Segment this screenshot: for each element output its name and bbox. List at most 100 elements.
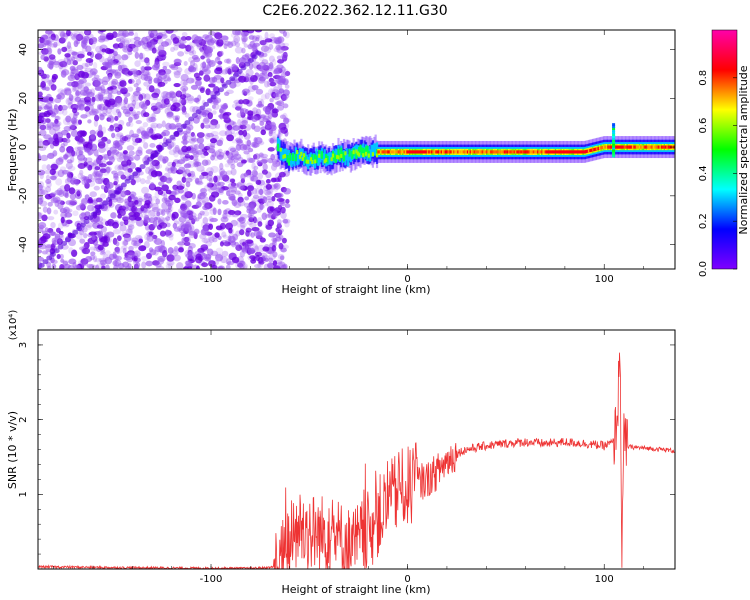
heatmap-cell <box>237 199 246 207</box>
heatmap-cell <box>475 150 478 154</box>
heatmap-cell <box>172 222 178 229</box>
heatmap-cell <box>241 37 248 42</box>
heatmap-cell <box>139 52 146 59</box>
heatmap-cell <box>272 158 278 165</box>
heatmap-cell <box>222 234 228 239</box>
heatmap-cell <box>248 214 255 220</box>
heatmap-cell <box>336 154 339 159</box>
heatmap-cell <box>68 124 75 130</box>
heatmap-cell <box>106 231 115 238</box>
heatmap-cell <box>251 256 256 262</box>
heatmap-cell <box>170 46 175 53</box>
heatmap-cell <box>65 200 73 205</box>
heatmap-cell <box>392 150 395 154</box>
heatmap-cell <box>210 138 218 144</box>
heatmap-cell <box>122 45 130 53</box>
heatmap-cell <box>503 150 507 154</box>
heatmap-cell <box>273 37 280 44</box>
heatmap-cell <box>121 215 130 221</box>
heatmap-cell <box>40 103 49 111</box>
heatmap-cell <box>174 197 181 204</box>
heatmap-cell <box>126 86 134 92</box>
heatmap-cell <box>232 72 239 78</box>
heatmap-cell <box>112 50 118 57</box>
heatmap-cell <box>262 196 268 204</box>
heatmap-cell <box>143 202 150 209</box>
heatmap-cell <box>162 77 168 82</box>
heatmap-cell <box>46 207 52 215</box>
heatmap-cell <box>94 53 103 60</box>
heatmap-cell <box>83 232 88 239</box>
heatmap-cell <box>267 219 275 227</box>
heatmap-cell <box>100 218 107 226</box>
heatmap-cell <box>146 84 155 91</box>
heatmap-cell <box>96 50 105 56</box>
heatmap-cell <box>536 150 540 154</box>
spectrogram-x-axis: -100 0 100 <box>53 30 644 285</box>
heatmap-cell <box>53 209 59 215</box>
heatmap-cell <box>81 62 89 69</box>
heatmap-cell <box>77 163 86 170</box>
heatmap-cell <box>58 233 64 239</box>
heatmap-cell <box>143 112 150 118</box>
heatmap-cell <box>149 182 155 190</box>
heatmap-cell <box>318 149 321 158</box>
heatmap-cell <box>353 145 357 158</box>
heatmap-cell <box>592 148 595 152</box>
heatmap-cell <box>44 40 52 46</box>
heatmap-cell <box>68 94 74 101</box>
heatmap-cell <box>301 157 304 161</box>
heatmap-cell <box>214 32 223 40</box>
heatmap-cell <box>512 150 515 154</box>
heatmap-cell <box>108 115 115 123</box>
heatmap-cell <box>157 189 164 196</box>
heatmap-cell <box>319 150 322 163</box>
heatmap-cell <box>239 108 245 116</box>
heatmap-cell <box>231 256 240 264</box>
heatmap-cell <box>184 224 192 232</box>
heatmap-cell <box>66 132 71 139</box>
heatmap-cell <box>96 216 104 223</box>
heatmap-cell <box>90 251 96 256</box>
heatmap-cell <box>282 263 288 269</box>
heatmap-cell <box>282 154 285 159</box>
heatmap-cell <box>311 154 314 162</box>
heatmap-cell <box>194 217 200 222</box>
heatmap-cell <box>662 145 665 149</box>
heatmap-cell <box>78 31 84 39</box>
heatmap-cell <box>214 232 220 238</box>
heatmap-cell <box>565 150 569 154</box>
heatmap-cell <box>186 209 195 216</box>
heatmap-cell <box>241 116 249 123</box>
heatmap-cell <box>133 40 142 48</box>
heatmap-cell <box>364 146 368 155</box>
heatmap-cell <box>340 148 343 168</box>
heatmap-cell <box>226 58 232 64</box>
heatmap-cell <box>278 139 281 152</box>
heatmap-cell <box>38 169 46 176</box>
heatmap-cell <box>78 78 87 84</box>
heatmap-cell <box>147 156 154 162</box>
heatmap-cell <box>278 234 284 240</box>
heatmap-cell <box>199 191 208 197</box>
heatmap-cell <box>187 97 194 104</box>
heatmap-cell <box>375 153 379 158</box>
heatmap-cell <box>243 43 248 48</box>
heatmap-cell <box>219 50 224 57</box>
snr-xlabel: Height of straight line (km) <box>281 583 430 596</box>
heatmap-cell <box>428 150 431 154</box>
heatmap-cell <box>455 150 458 154</box>
heatmap-cell <box>119 64 125 70</box>
heatmap-cell <box>255 36 260 42</box>
heatmap-cell <box>194 177 200 184</box>
heatmap-cell <box>204 35 213 43</box>
heatmap-cell <box>140 178 146 185</box>
heatmap-cell <box>134 138 142 144</box>
heatmap-cell <box>97 104 102 111</box>
heatmap-cell <box>122 204 130 210</box>
heatmap-cell <box>272 260 278 267</box>
heatmap-cell <box>69 177 77 185</box>
heatmap-cell <box>260 45 270 52</box>
heatmap-cell <box>69 95 78 103</box>
heatmap-cell <box>145 196 152 202</box>
